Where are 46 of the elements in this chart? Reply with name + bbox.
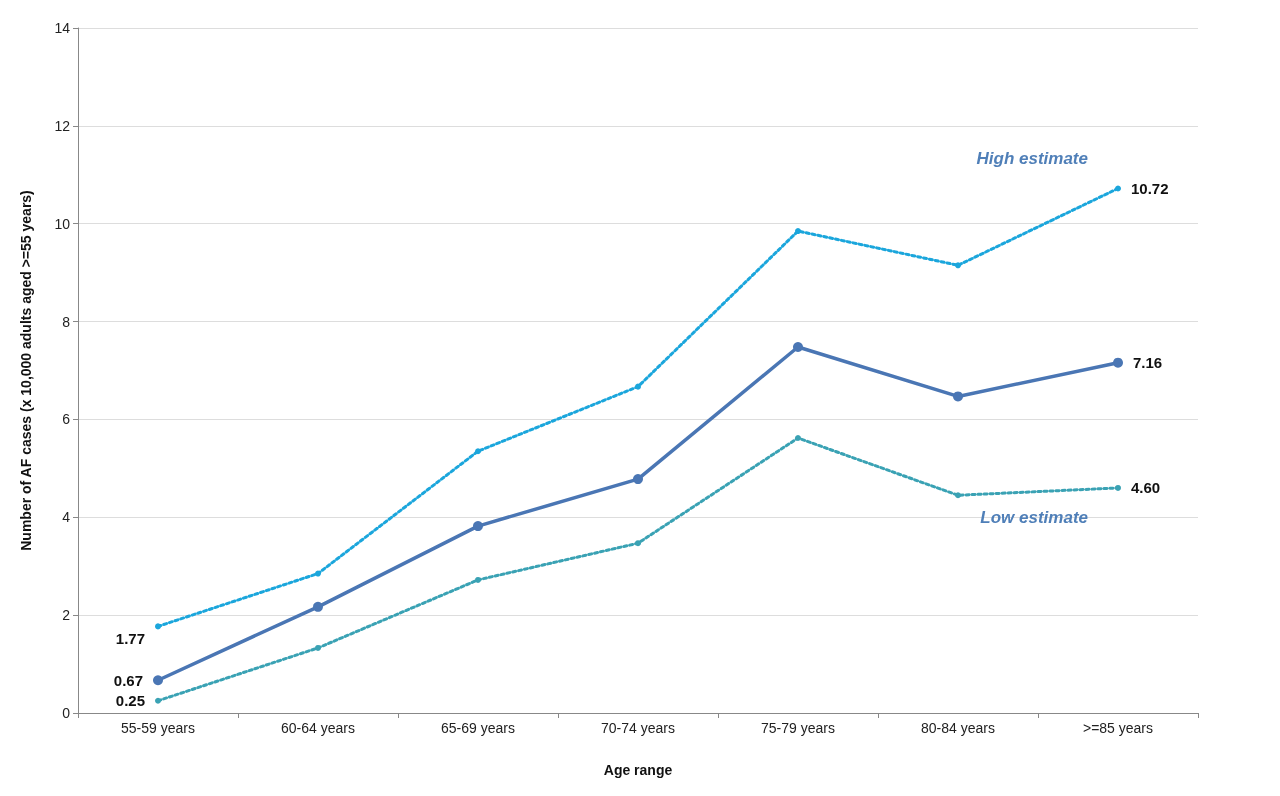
y-tick-label: 6 [62,411,71,428]
point [475,576,481,583]
data-label: 7.16 [1133,354,1163,372]
point [635,540,641,547]
point [153,675,163,686]
x-tick-label: >=85 years [1082,720,1154,736]
point [795,435,801,442]
point [155,697,161,704]
point [633,474,643,485]
series-label: Low estimate [980,508,1088,528]
y-tick-label: 10 [54,215,71,232]
series-label: High estimate [976,148,1088,168]
y-tick-label: 4 [62,509,71,526]
x-tick-label: 80-84 years [921,720,995,736]
point [955,492,961,499]
x-tick-label: 55-59 years [121,720,195,736]
data-label: 0.25 [115,692,145,710]
point [1115,484,1121,491]
point [955,262,961,269]
point [315,570,321,577]
point [475,448,481,455]
point [635,383,641,390]
x-tick-label: 70-74 years [601,720,675,736]
data-label: 10.72 [1131,179,1169,197]
point [155,623,161,630]
data-label: 1.77 [115,629,145,647]
y-tick-label: 2 [62,607,71,624]
x-axis-title: Age range [603,762,673,778]
data-label: 0.67 [113,671,143,689]
y-tick-label: 0 [62,705,71,721]
y-tick-label: 8 [62,313,71,330]
point [795,228,801,235]
y-tick-label: 14 [54,20,71,36]
data-label: 4.60 [1131,479,1161,497]
y-tick-label: 12 [54,117,71,134]
y-axis-title: Number of AF cases (x 10,000 adults aged >=55 years) [18,190,34,551]
point [315,644,321,651]
x-tick-label: 75-79 years [761,720,835,736]
point [473,521,483,532]
point [793,342,803,353]
point [313,601,323,612]
point [953,391,963,402]
x-tick-label: 65-69 years [441,720,515,736]
point [1113,357,1123,368]
point [1115,185,1121,192]
x-tick-label: 60-64 years [281,720,355,736]
